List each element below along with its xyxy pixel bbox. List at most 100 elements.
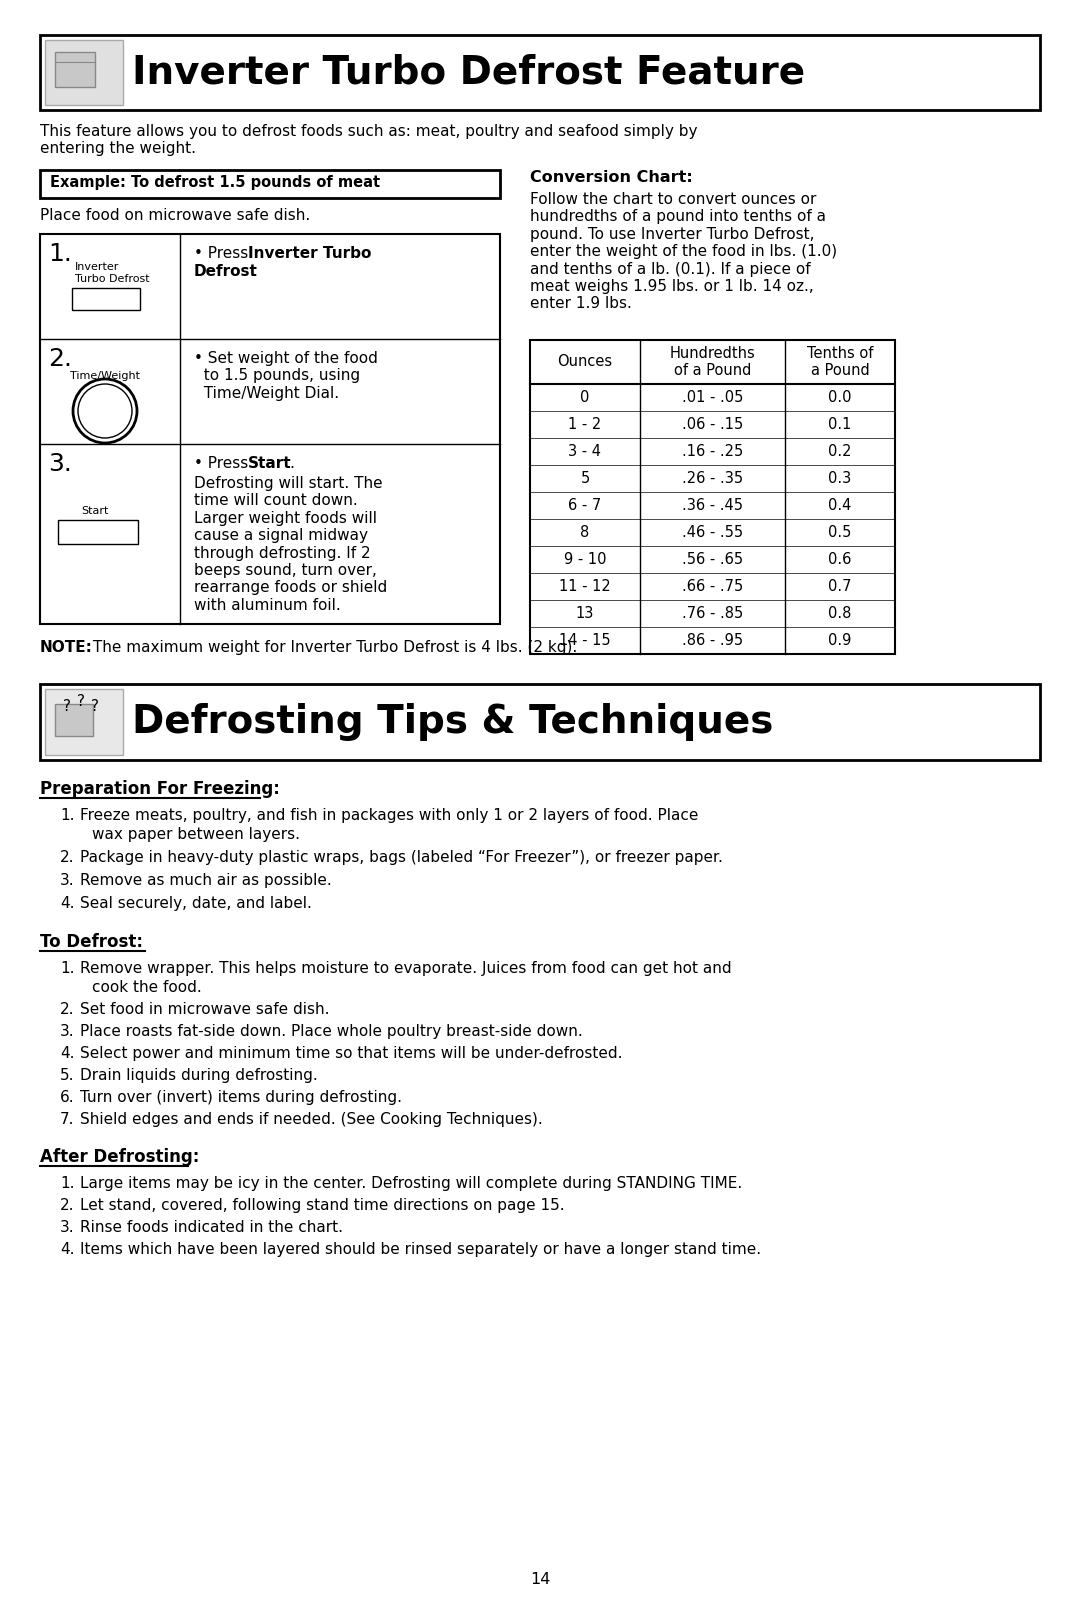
Text: .26 - .35: .26 - .35 — [681, 471, 743, 485]
Text: 4.: 4. — [60, 897, 75, 911]
Text: 2.: 2. — [48, 347, 72, 371]
Text: 4.: 4. — [60, 1046, 75, 1061]
Text: .86 - .95: .86 - .95 — [681, 633, 743, 648]
Text: To Defrost:: To Defrost: — [40, 934, 143, 951]
Text: NOTE:: NOTE: — [40, 640, 93, 656]
Text: Seal securely, date, and label.: Seal securely, date, and label. — [80, 897, 312, 911]
Text: Defrosting Tips & Techniques: Defrosting Tips & Techniques — [132, 702, 773, 741]
Text: Inverter: Inverter — [75, 262, 120, 272]
Text: 6.: 6. — [60, 1090, 75, 1106]
Text: • Press: • Press — [194, 456, 253, 471]
Text: • Set weight of the food
  to 1.5 pounds, using
  Time/Weight Dial.: • Set weight of the food to 1.5 pounds, … — [194, 350, 378, 400]
Bar — [55, 51, 95, 87]
Text: Place food on microwave safe dish.: Place food on microwave safe dish. — [40, 207, 310, 223]
Text: • Press: • Press — [194, 246, 253, 260]
Text: Start: Start — [81, 506, 109, 516]
Bar — [40, 170, 500, 198]
Text: 1.: 1. — [48, 243, 72, 267]
Text: 0.7: 0.7 — [828, 579, 852, 595]
Text: Defrost: Defrost — [194, 264, 258, 280]
Bar — [58, 521, 138, 545]
Text: 0: 0 — [580, 391, 590, 405]
Text: 0.3: 0.3 — [828, 471, 852, 485]
Text: 3.: 3. — [60, 1024, 75, 1040]
Text: 1.: 1. — [60, 1176, 75, 1191]
Text: 1 - 2: 1 - 2 — [568, 416, 602, 432]
Text: After Defrosting:: After Defrosting: — [40, 1147, 200, 1167]
Text: Rinse foods indicated in the chart.: Rinse foods indicated in the chart. — [80, 1220, 343, 1236]
Text: 14 - 15: 14 - 15 — [559, 633, 611, 648]
Text: Drain liquids during defrosting.: Drain liquids during defrosting. — [80, 1069, 318, 1083]
Text: ?: ? — [77, 694, 85, 709]
Text: Shield edges and ends if needed. (See Cooking Techniques).: Shield edges and ends if needed. (See Co… — [80, 1112, 543, 1127]
Text: .: . — [289, 456, 294, 471]
Text: 5.: 5. — [60, 1069, 75, 1083]
Bar — [72, 288, 140, 310]
Bar — [40, 235, 500, 624]
Bar — [40, 685, 1040, 760]
Text: Remove wrapper. This helps moisture to evaporate. Juices from food can get hot a: Remove wrapper. This helps moisture to e… — [80, 961, 731, 975]
Text: cook the food.: cook the food. — [92, 980, 202, 995]
Bar — [530, 341, 895, 654]
Bar — [40, 35, 1040, 109]
Text: 8: 8 — [580, 525, 590, 540]
Text: 1.: 1. — [60, 808, 75, 823]
Text: .06 - .15: .06 - .15 — [681, 416, 743, 432]
Text: Start: Start — [248, 456, 292, 471]
Text: ?: ? — [63, 699, 71, 714]
Text: 0.0: 0.0 — [828, 391, 852, 405]
Text: Inverter Turbo Defrost Feature: Inverter Turbo Defrost Feature — [132, 53, 805, 92]
Text: Preparation For Freezing:: Preparation For Freezing: — [40, 779, 280, 799]
Text: Select power and minimum time so that items will be under-defrosted.: Select power and minimum time so that it… — [80, 1046, 622, 1061]
Text: 2.: 2. — [60, 850, 75, 865]
Text: 0.1: 0.1 — [828, 416, 852, 432]
Text: Turn over (invert) items during defrosting.: Turn over (invert) items during defrosti… — [80, 1090, 402, 1106]
Text: Hundredths
of a Pound: Hundredths of a Pound — [670, 346, 755, 378]
Text: Turbo Defrost: Turbo Defrost — [75, 275, 150, 284]
Text: 1.: 1. — [60, 961, 75, 975]
Text: 0.5: 0.5 — [828, 525, 852, 540]
Text: 6 - 7: 6 - 7 — [568, 498, 602, 513]
Text: ?: ? — [91, 699, 99, 714]
Text: 2.: 2. — [60, 1003, 75, 1017]
Text: Items which have been layered should be rinsed separately or have a longer stand: Items which have been layered should be … — [80, 1242, 761, 1257]
Text: Set food in microwave safe dish.: Set food in microwave safe dish. — [80, 1003, 329, 1017]
Text: 0.8: 0.8 — [828, 606, 852, 620]
Text: Place roasts fat-side down. Place whole poultry breast-side down.: Place roasts fat-side down. Place whole … — [80, 1024, 583, 1040]
Text: wax paper between layers.: wax paper between layers. — [92, 828, 300, 842]
Text: Tenths of
a Pound: Tenths of a Pound — [807, 346, 874, 378]
Text: 11 - 12: 11 - 12 — [559, 579, 611, 595]
Text: Let stand, covered, following stand time directions on page 15.: Let stand, covered, following stand time… — [80, 1197, 565, 1213]
Text: Follow the chart to convert ounces or
hundredths of a pound into tenths of a
pou: Follow the chart to convert ounces or hu… — [530, 191, 837, 312]
Text: 0.4: 0.4 — [828, 498, 852, 513]
Text: 13: 13 — [576, 606, 594, 620]
Text: Conversion Chart:: Conversion Chart: — [530, 170, 692, 185]
Text: Freeze meats, poultry, and fish in packages with only 1 or 2 layers of food. Pla: Freeze meats, poultry, and fish in packa… — [80, 808, 699, 823]
Text: 3.: 3. — [60, 873, 75, 889]
Text: Remove as much air as possible.: Remove as much air as possible. — [80, 873, 332, 889]
Text: Defrosting will start. The
time will count down.
Larger weight foods will
cause : Defrosting will start. The time will cou… — [194, 476, 388, 612]
Text: .36 - .45: .36 - .45 — [681, 498, 743, 513]
Text: 7.: 7. — [60, 1112, 75, 1127]
Text: Package in heavy-duty plastic wraps, bags (labeled “For Freezer”), or freezer pa: Package in heavy-duty plastic wraps, bag… — [80, 850, 723, 865]
Text: .66 - .75: .66 - .75 — [681, 579, 743, 595]
Bar — [45, 40, 123, 104]
Text: 5: 5 — [580, 471, 590, 485]
Text: .01 - .05: .01 - .05 — [681, 391, 743, 405]
Text: Large items may be icy in the center. Defrosting will complete during STANDING T: Large items may be icy in the center. De… — [80, 1176, 742, 1191]
Bar — [55, 704, 93, 736]
Text: 14: 14 — [530, 1572, 550, 1588]
Text: .76 - .85: .76 - .85 — [681, 606, 743, 620]
Text: .46 - .55: .46 - .55 — [681, 525, 743, 540]
Text: Ounces: Ounces — [557, 355, 612, 370]
Text: 3.: 3. — [60, 1220, 75, 1236]
Text: The maximum weight for Inverter Turbo Defrost is 4 lbs. (2 kg).: The maximum weight for Inverter Turbo De… — [87, 640, 577, 656]
Text: 9 - 10: 9 - 10 — [564, 551, 606, 567]
Text: .: . — [249, 264, 254, 280]
Text: .16 - .25: .16 - .25 — [681, 444, 743, 460]
Text: 3 - 4: 3 - 4 — [568, 444, 602, 460]
Bar — [45, 689, 123, 755]
Text: 0.6: 0.6 — [828, 551, 852, 567]
Text: 3.: 3. — [48, 452, 72, 476]
Text: 4.: 4. — [60, 1242, 75, 1257]
